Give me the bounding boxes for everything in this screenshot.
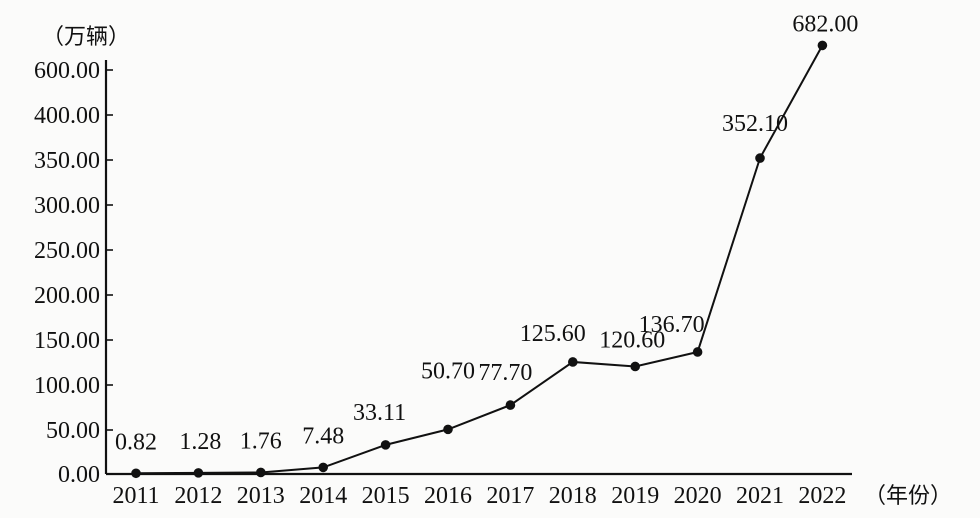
data-label: 352.10 [722, 111, 788, 137]
data-point [692, 347, 703, 357]
y-tick-label: 150.00 [34, 328, 100, 354]
data-point [755, 153, 765, 163]
data-point [568, 357, 578, 367]
x-tick-label: 2011 [112, 483, 159, 509]
y-tick-label: 100.00 [34, 373, 100, 399]
x-tick-label: 2020 [674, 483, 722, 509]
x-tick-label: 2016 [424, 483, 472, 509]
x-tick-label: 2019 [611, 483, 659, 509]
x-tick-label: 2017 [486, 483, 534, 509]
x-axis-unit-label: （年份） [864, 484, 952, 509]
y-axis-unit-label: （万辆） [42, 25, 130, 50]
x-tick-label: 2014 [299, 483, 347, 509]
x-tick-label: 2012 [174, 483, 222, 509]
y-tick-label: 400.00 [34, 103, 100, 129]
data-point [255, 467, 266, 478]
data-label: 682.00 [792, 11, 858, 37]
data-point [318, 462, 329, 473]
data-label: 125.60 [520, 321, 586, 347]
data-label: 136.70 [639, 312, 705, 338]
data-point [505, 400, 516, 410]
x-tick-label: 2021 [736, 483, 784, 509]
data-point [817, 40, 828, 51]
series-line [135, 44, 824, 475]
data-point [380, 440, 391, 450]
x-tick-label: 2015 [362, 483, 410, 509]
data-point [630, 361, 640, 372]
y-tick-label: 350.00 [34, 148, 100, 174]
y-tick-label: 200.00 [34, 283, 100, 309]
y-tick-label: 300.00 [34, 193, 100, 219]
x-tick-label: 2013 [237, 483, 285, 509]
data-label: 50.70 [421, 358, 475, 384]
data-point [193, 468, 204, 478]
y-tick-label: 600.00 [34, 58, 100, 84]
data-label: 33.11 [353, 400, 406, 426]
data-point [443, 424, 453, 435]
data-label: 77.70 [478, 360, 532, 386]
x-tick-label: 2018 [549, 483, 597, 509]
data-label: 120.60 [599, 327, 665, 353]
data-label: 1.28 [179, 429, 221, 455]
data-label: 7.48 [302, 423, 344, 449]
data-label: 0.82 [115, 429, 157, 455]
y-tick-label: 0.00 [58, 462, 100, 488]
y-tick-label: 50.00 [46, 418, 100, 444]
data-label: 1.76 [240, 428, 282, 454]
y-tick-label: 250.00 [34, 238, 100, 264]
x-tick-label: 2022 [798, 483, 846, 509]
data-point [131, 468, 141, 479]
